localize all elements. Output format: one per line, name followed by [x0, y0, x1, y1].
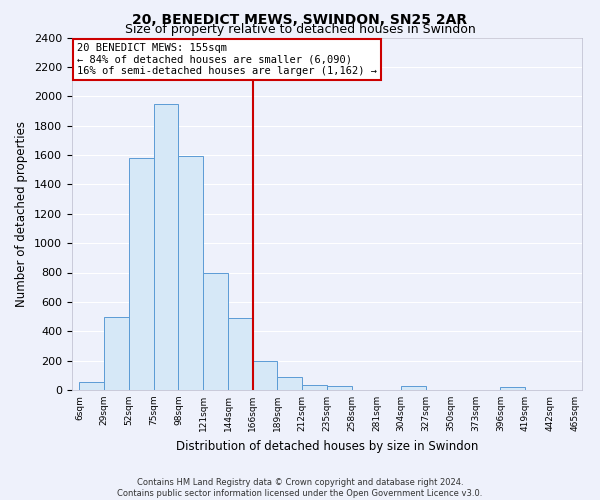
Text: Size of property relative to detached houses in Swindon: Size of property relative to detached ho… [125, 22, 475, 36]
Bar [253, 360, 277, 390]
Y-axis label: Number of detached properties: Number of detached properties [16, 120, 28, 306]
Bar [327, 386, 352, 390]
Bar [277, 377, 302, 390]
Bar [401, 386, 426, 390]
Text: Contains HM Land Registry data © Crown copyright and database right 2024.
Contai: Contains HM Land Registry data © Crown c… [118, 478, 482, 498]
Bar [79, 382, 104, 390]
Bar [178, 156, 203, 390]
Bar [104, 316, 129, 390]
Bar [228, 318, 253, 390]
Text: 20 BENEDICT MEWS: 155sqm
← 84% of detached houses are smaller (6,090)
16% of sem: 20 BENEDICT MEWS: 155sqm ← 84% of detach… [77, 43, 377, 76]
Bar [302, 385, 327, 390]
Text: 20, BENEDICT MEWS, SWINDON, SN25 2AR: 20, BENEDICT MEWS, SWINDON, SN25 2AR [133, 12, 467, 26]
X-axis label: Distribution of detached houses by size in Swindon: Distribution of detached houses by size … [176, 440, 478, 452]
Bar [129, 158, 154, 390]
Bar [154, 104, 178, 390]
Bar [500, 387, 525, 390]
Bar [203, 272, 228, 390]
